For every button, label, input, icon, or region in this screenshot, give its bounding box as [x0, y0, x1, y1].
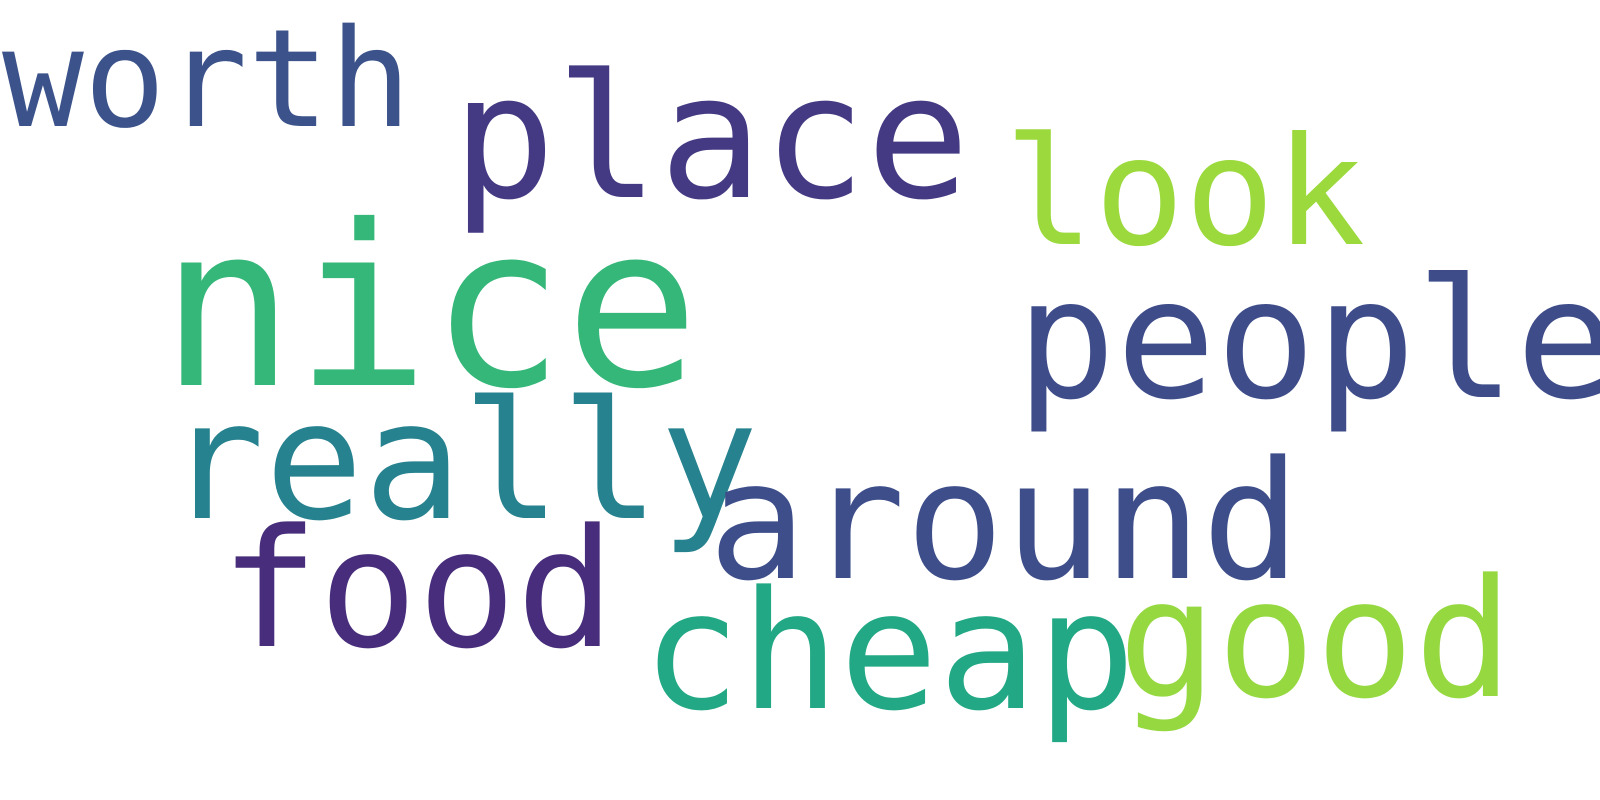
word-people: people	[1016, 244, 1600, 437]
word-nice: nice	[160, 177, 700, 438]
word-around: around	[708, 426, 1301, 617]
word-place: place	[452, 37, 970, 238]
word-worth: worth	[2, 1, 412, 159]
word-really: really	[166, 366, 759, 557]
word-good: good	[1118, 544, 1513, 735]
word-look: look	[1004, 106, 1366, 280]
word-cheap: cheap	[642, 556, 1136, 747]
word-food: food	[220, 494, 615, 685]
